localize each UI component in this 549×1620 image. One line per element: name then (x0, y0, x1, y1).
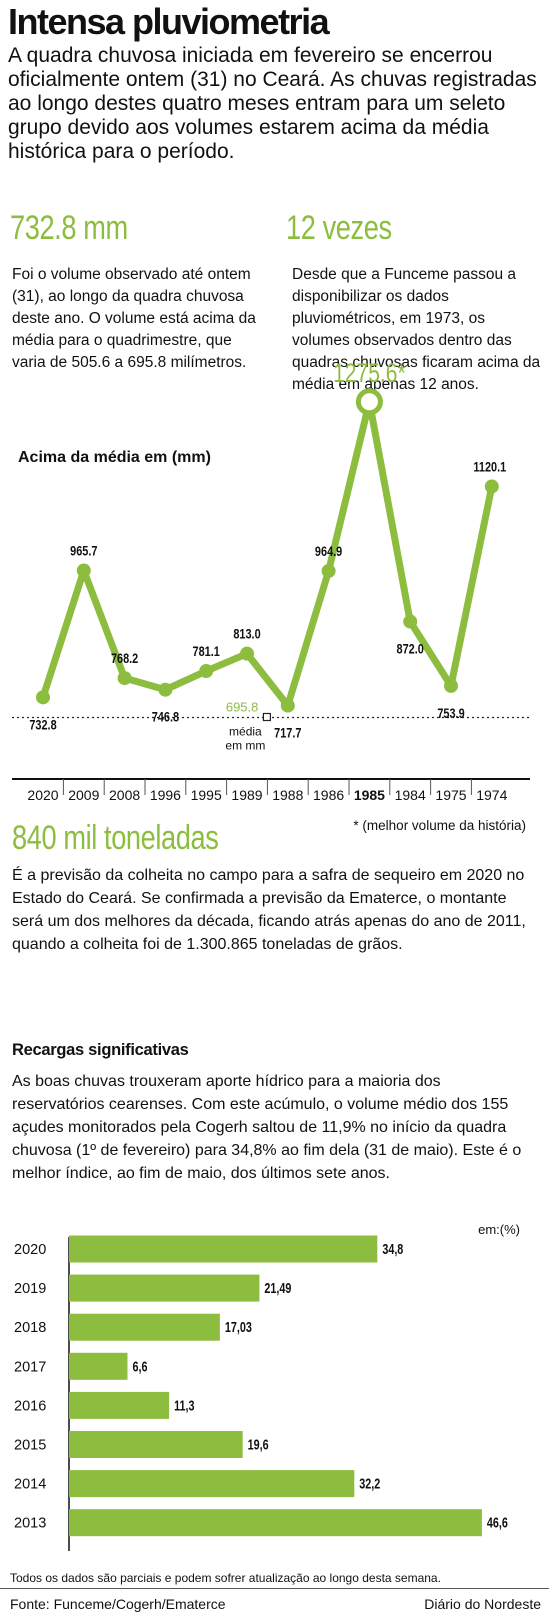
reference-marker (262, 712, 271, 722)
data-label: 753.9 (437, 706, 464, 722)
page-title: Intensa pluviometria (8, 1, 330, 42)
data-label: 964.9 (315, 544, 342, 560)
data-label: 768.2 (111, 651, 138, 667)
bar-category-label: 2017 (14, 1359, 46, 1375)
bar (69, 1274, 260, 1302)
bar (69, 1431, 243, 1458)
stat-rainfall-text: Foi o volume observado até ontem (31), a… (12, 266, 256, 371)
bar-category-label: 2016 (14, 1398, 46, 1414)
bar-value-label: 11,3 (174, 1397, 194, 1414)
bar-value-label: 17,03 (225, 1318, 252, 1335)
chart-footnote: * (melhor volume da história) (353, 818, 526, 833)
category-tick-label: 1996 (150, 787, 181, 803)
bar-value-label: 32,2 (359, 1475, 380, 1492)
footer-brand: Diário do Nordeste (424, 1596, 541, 1612)
bar (69, 1470, 355, 1498)
bar-value-label: 46,6 (487, 1514, 508, 1531)
line-chart-title: Acima da média em (mm) (18, 449, 211, 466)
data-point (484, 479, 499, 494)
data-point (36, 690, 50, 705)
bar-category-label: 2019 (14, 1281, 46, 1297)
data-point (403, 614, 418, 629)
footer-note: Todos os dados são parciais e podem sofr… (10, 1571, 441, 1585)
bar-category-label: 2018 (14, 1320, 46, 1336)
recharge-text: As boas chuvas trouxeram aporte hídrico … (12, 1073, 522, 1182)
reference-caption: em mm (225, 739, 265, 753)
bar-value-label: 19,6 (248, 1436, 269, 1453)
bar-value-label: 34,8 (382, 1240, 403, 1257)
harvest-text: É a previsão da colheita no campo para a… (12, 867, 526, 953)
reference-caption: média (229, 725, 262, 739)
footer-source: Fonte: Funceme/Cogerh/Ematerce (10, 1596, 226, 1612)
data-point (158, 682, 173, 697)
data-point (280, 698, 295, 713)
data-label: 732.8 (29, 717, 56, 733)
bar (69, 1509, 482, 1537)
bar-category-label: 2015 (14, 1438, 46, 1454)
category-tick-label: 1989 (231, 787, 262, 803)
data-point (321, 563, 336, 578)
data-point (117, 671, 132, 686)
data-label: 1120.1 (473, 459, 506, 475)
bar-chart-unit: em:(%) (478, 1222, 520, 1237)
data-label: 965.7 (70, 543, 97, 559)
intro-text: A quadra chuvosa iniciada em fevereiro s… (8, 44, 537, 163)
stat-rainfall-value: 732.8 mm (10, 209, 128, 247)
stat-years-text: Desde que a Funceme passou a disponibili… (292, 266, 541, 393)
category-tick-label: 2008 (109, 787, 140, 803)
category-tick-label: 1985 (354, 787, 385, 803)
bar (69, 1313, 220, 1341)
bar-category-label: 2020 (14, 1242, 46, 1258)
data-point (240, 646, 254, 661)
category-tick-label: 1974 (476, 787, 507, 803)
bar-value-label: 6,6 (132, 1358, 147, 1375)
category-tick-label: 1984 (395, 787, 426, 803)
category-tick-label: 1988 (272, 787, 303, 803)
category-tick-label: 1995 (191, 787, 222, 803)
category-tick-label: 1986 (313, 787, 344, 803)
bar (69, 1352, 128, 1380)
stat-years-value: 12 vezes (286, 209, 392, 247)
bar (69, 1235, 378, 1263)
data-point-highlight (355, 388, 383, 416)
data-label: 781.1 (193, 644, 220, 660)
category-tick-label: 2009 (68, 787, 99, 803)
category-tick-label: 2020 (27, 787, 58, 803)
category-tick-label: 1975 (435, 787, 466, 803)
bar-category-label: 2013 (14, 1516, 46, 1532)
bar (69, 1391, 170, 1419)
data-point (199, 664, 214, 679)
recharge-heading: Recargas significativas (12, 1041, 189, 1059)
footer-divider (0, 1588, 549, 1589)
data-label: 813.0 (233, 626, 260, 642)
bar-category-label: 2014 (14, 1477, 46, 1493)
series-line (39, 398, 496, 710)
data-point (76, 563, 91, 578)
harvest-value: 840 mil toneladas (12, 819, 219, 857)
data-label: 746.8 (152, 709, 179, 725)
data-label: 872.0 (397, 641, 424, 657)
data-label: 1275.6* (333, 358, 406, 388)
reference-value-label: 695.8 (226, 700, 259, 715)
bar-value-label: 21,49 (264, 1279, 291, 1296)
data-label: 717.7 (274, 725, 301, 741)
data-point (444, 678, 458, 693)
